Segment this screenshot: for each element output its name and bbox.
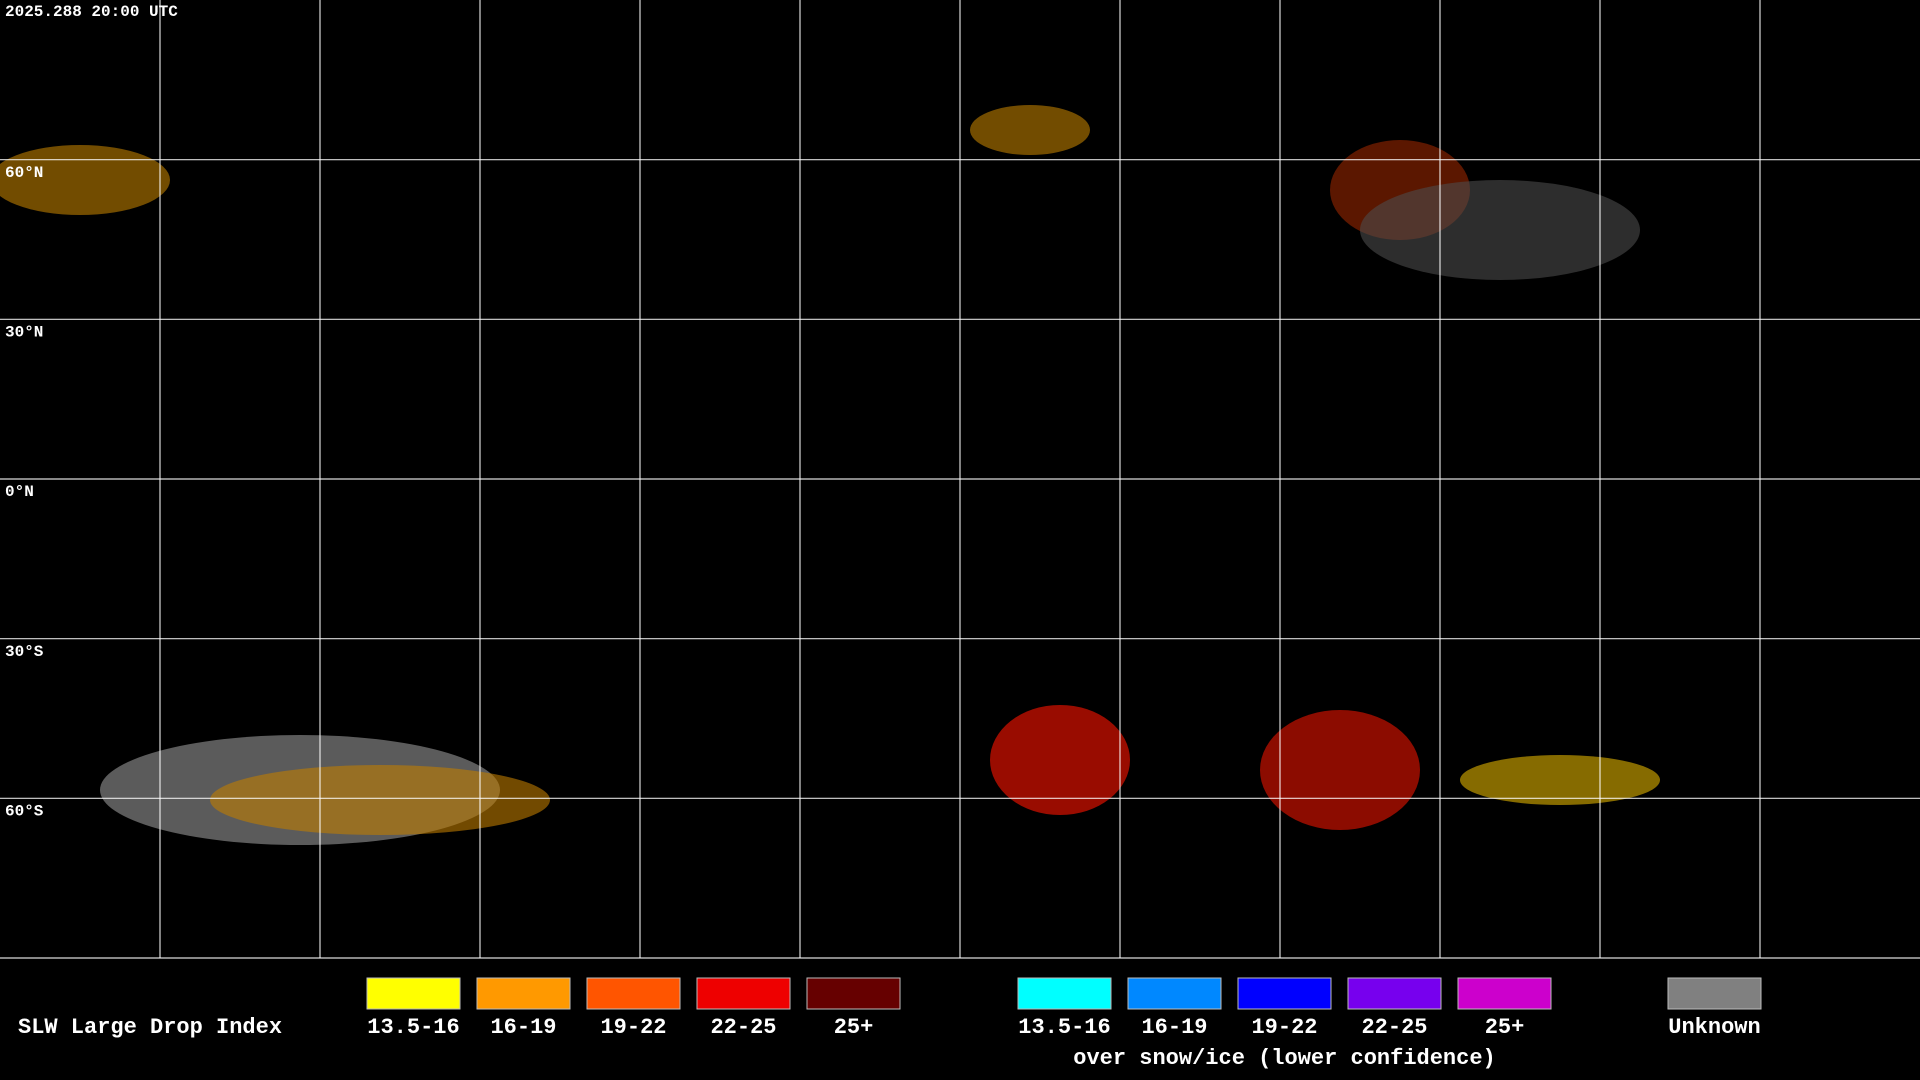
legend-label: 25+ [834,1015,874,1040]
timestamp: 2025.288 20:00 UTC [5,3,178,21]
legend: 13.5-16 16-19 19-22 22-25 25+ 13.5-16 16-19 19-… [366,977,1762,1071]
legend-swatch [1127,977,1222,1010]
legend-swatch [476,977,571,1010]
lat-label: 60°N [5,164,43,182]
legend-swatch [1667,977,1762,1010]
lat-label: 0°N [5,483,34,501]
legend-swatch [1457,977,1552,1010]
cloud-patch [990,705,1130,815]
lat-label: 60°S [5,803,44,821]
cloud-patch [1360,180,1640,280]
legend-swatch [1017,977,1112,1010]
legend-swatch [696,977,791,1010]
legend-label: Unknown [1668,1015,1760,1040]
cloud-patch [1460,755,1660,805]
legend-swatch [806,977,901,1010]
legend-swatch [586,977,681,1010]
cloud-patches [0,105,1660,845]
legend-label: 22-25 [710,1015,776,1040]
cloud-patch [1330,140,1470,240]
legend-label: 19-22 [1251,1015,1317,1040]
grid: 60°N 30°N 0°N 30°S 60°S [0,0,1920,959]
cloud-patch [970,105,1090,155]
legend-swatch [1237,977,1332,1010]
legend-swatch [366,977,461,1010]
legend-swatch [1347,977,1442,1010]
cloud-patch [100,735,500,845]
legend-note: over snow/ice (lower confidence) [1073,1046,1495,1071]
lat-label: 30°S [5,643,44,661]
legend-label: 16-19 [490,1015,556,1040]
lat-label: 30°N [5,324,43,342]
legend-label: 16-19 [1141,1015,1207,1040]
cloud-patch [210,765,550,835]
legend-title: SLW Large Drop Index [18,1015,282,1040]
legend-label: 22-25 [1361,1015,1427,1040]
legend-label: 25+ [1485,1015,1525,1040]
legend-label: 13.5-16 [1018,1015,1110,1040]
legend-label: 13.5-16 [367,1015,459,1040]
cloud-patch [0,145,170,215]
legend-label: 19-22 [600,1015,666,1040]
cloud-patch [1260,710,1420,830]
